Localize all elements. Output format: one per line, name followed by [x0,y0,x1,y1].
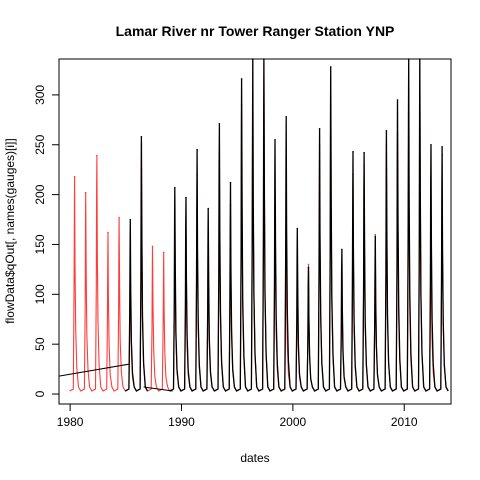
series-1-peak [263,58,265,60]
series-0-peak [96,154,98,157]
y-tick-label: 150 [33,234,47,254]
series-0-peak [374,233,377,236]
series-1-peak [274,138,276,141]
y-tick-label: 0 [33,390,47,397]
series-1-peak [329,66,332,68]
series-1-peak [374,235,377,238]
y-tick-label: 200 [33,184,47,204]
series-0-peak [307,263,310,266]
series-0-peak [151,245,154,248]
x-tick-label: 2010 [391,415,418,429]
series-1-peak [129,218,132,221]
series-layer [58,58,449,392]
series-0-peak [162,251,165,254]
x-tick-label: 1980 [57,415,84,429]
x-tick-label: 1990 [168,415,195,429]
series-1-line [124,136,149,392]
series-1-peak [419,58,421,60]
y-tick-label: 300 [33,85,47,105]
series-1-peak [318,127,321,130]
series-0-line [69,58,449,392]
series-1-peak [185,196,187,199]
series-1-peak [341,248,343,251]
series-1 [58,58,449,392]
chart-title: Lamar River nr Tower Ranger Station YNP [116,23,395,39]
x-tick-label: 2000 [280,415,307,429]
series-1-peak [251,58,254,60]
series-1-peak [218,123,221,125]
series-1-peak [396,99,399,101]
series-1-peak [407,58,410,60]
series-0-peak [73,175,76,178]
series-0-peak [84,191,87,194]
y-tick-label: 50 [33,337,47,351]
x-axis-label: dates [240,451,269,465]
series-1-peak [240,78,243,80]
series-1-peak [441,145,443,148]
y-axis: 0 50 100 150 200 250 300 [33,85,60,397]
series-0-peak [118,216,120,219]
series-1-peak [207,207,210,210]
series-1-peak [296,227,299,230]
y-tick-label: 100 [33,284,47,304]
series-1-peak [352,150,354,153]
series-0 [69,58,449,392]
series-1-peak [196,148,198,151]
series-0-peak [107,231,109,234]
series-1-peak [363,151,365,154]
series-1-gap-line [143,386,173,392]
x-axis: 1980 1990 2000 2010 [57,403,418,429]
series-1-peak [229,181,232,184]
series-1-peak [430,143,432,146]
y-tick-label: 250 [33,134,47,154]
series-1-line [169,58,449,392]
series-1-peak [174,186,176,189]
series-1-peak [385,129,388,132]
y-axis-label: flowData$qOut[, names(gauges)[i]] [3,138,17,323]
series-1-peak [140,135,143,138]
series-1-peak [285,116,287,118]
series-1-gap-line [58,363,130,377]
series-1-peak [307,266,310,269]
